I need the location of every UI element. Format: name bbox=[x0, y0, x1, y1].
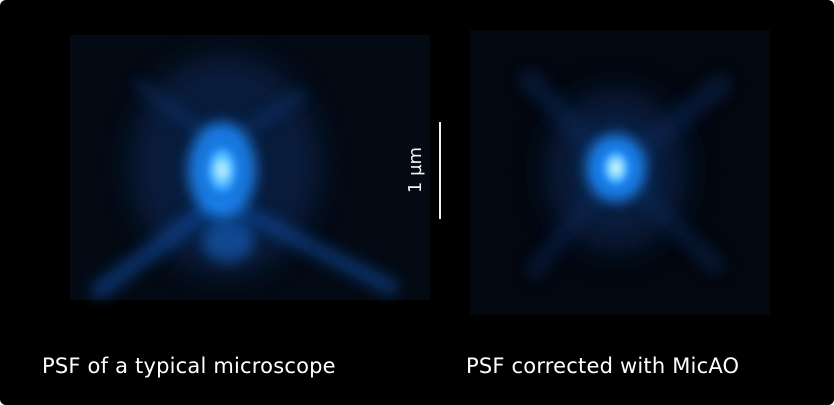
caption-typical-microscope: PSF of a typical microscope bbox=[42, 354, 336, 378]
scale-bar-label: 1 µm bbox=[405, 146, 426, 194]
psf-typical-microscope-image bbox=[60, 25, 440, 310]
caption-corrected-micao: PSF corrected with MicAO bbox=[466, 354, 740, 378]
scale-bar bbox=[439, 122, 441, 219]
psf-corrected-image bbox=[450, 20, 780, 320]
